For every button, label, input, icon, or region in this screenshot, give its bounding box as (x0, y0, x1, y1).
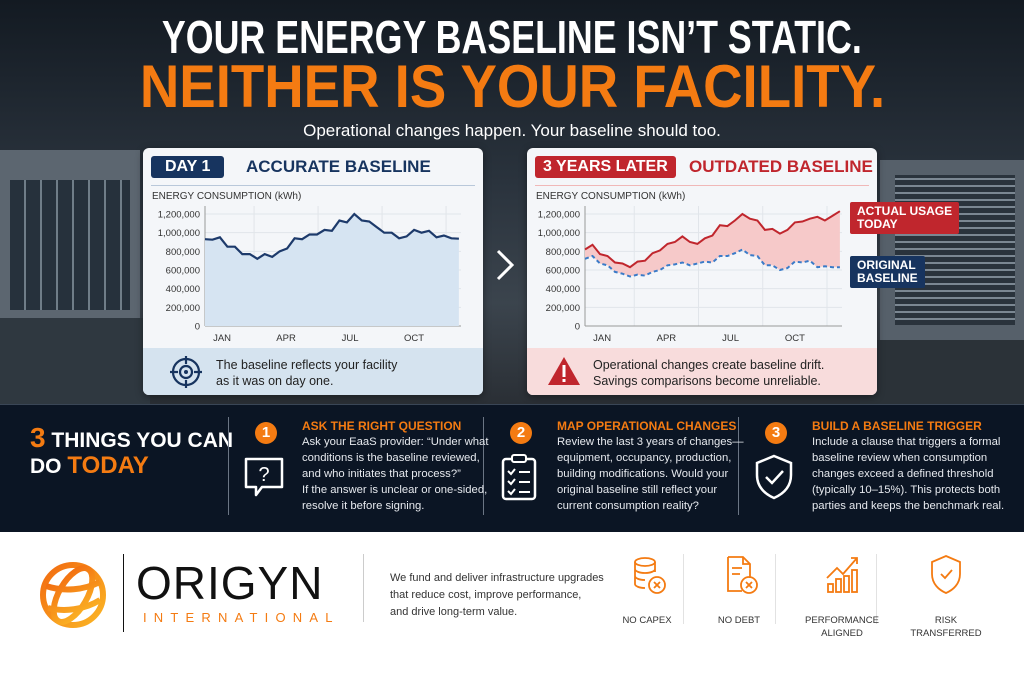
y-tick-label: 200,000 (546, 303, 580, 314)
feature-label: NO CAPEX (622, 615, 672, 626)
three-years-note: Operational changes create baseline drif… (527, 348, 877, 395)
step-title: BUILD A BASELINE TRIGGER (812, 419, 982, 433)
original-baseline-line (584, 248, 840, 278)
growth-chart-icon (826, 557, 858, 593)
target-icon (170, 356, 202, 388)
question-bubble-icon: ? (244, 457, 284, 497)
card-title: ACCURATE BASELINE (246, 157, 431, 176)
subtitle: Operational changes happen. Your baselin… (303, 121, 721, 140)
y-tick-label: 0 (195, 322, 200, 333)
three-years-badge: 3 YEARS LATER (535, 156, 676, 178)
headline-line1: YOUR ENERGY BASELINE ISN’T STATIC. (162, 11, 862, 63)
x-tick-label: APR (276, 333, 296, 344)
x-tick-label: JUL (722, 333, 739, 344)
y-axis-label: ENERGY CONSUMPTION (kWh) (536, 191, 686, 202)
logo-name: ORIGYN (136, 557, 324, 609)
headline-line2: NEITHER IS YOUR FACILITY. (139, 53, 885, 120)
y-tick-label: 600,000 (546, 266, 580, 277)
y-tick-label: 400,000 (166, 284, 200, 295)
y-tick-label: 200,000 (166, 303, 200, 314)
tagline: We fund and deliver infrastructure upgra… (390, 572, 604, 618)
footer: ORIGYN INTERNATIONAL We fund and deliver… (0, 532, 1024, 683)
feature-no-capex: NO CAPEX (608, 552, 686, 642)
step-body: Ask your EaaS provider: “Under what condi… (302, 436, 489, 512)
y-tick-label: 1,200,000 (158, 210, 200, 221)
shield-check-icon (931, 555, 961, 594)
x-tick-label: JAN (213, 333, 231, 344)
series-line (204, 212, 459, 261)
feature-performance-aligned: PERFORMANCE ALIGNED (795, 552, 889, 642)
logo-subtitle: INTERNATIONAL (143, 610, 340, 625)
warning-icon (548, 357, 580, 385)
card-title: OUTDATED BASELINE (689, 157, 873, 176)
y-tick-label: 800,000 (166, 247, 200, 258)
x-tick-label: OCT (785, 333, 805, 344)
shield-check-icon (755, 454, 793, 500)
day1-badge: DAY 1 (151, 156, 225, 178)
step-body: Review the last 3 years of changes— equip… (557, 436, 744, 512)
svg-text:?: ? (258, 464, 269, 486)
x-tick-label: JUL (342, 333, 359, 344)
band-heading: 3 THINGS YOU CAN DO TODAY (30, 422, 234, 479)
document-x-icon (727, 556, 758, 594)
x-tick-label: OCT (404, 333, 424, 344)
feature-no-debt: NO DEBT (702, 552, 776, 642)
note-text: The baseline reflects your facility as it… (216, 358, 398, 388)
feature-label: NO DEBT (717, 615, 761, 626)
day1-note: The baseline reflects your facility as it… (143, 348, 483, 395)
three-years-later-card: 3 YEARS LATER OUTDATED BASELINE ENERGY C… (527, 148, 877, 395)
y-tick-label: 600,000 (166, 266, 200, 277)
coins-x-icon (634, 557, 666, 594)
x-tick-label: APR (657, 333, 677, 344)
step-number-badge: 1 (255, 422, 277, 444)
area-fill (205, 214, 459, 326)
y-tick-label: 800,000 (546, 247, 580, 258)
feature-label: PERFORMANCE ALIGNED (805, 615, 879, 639)
step-number-badge: 2 (510, 422, 532, 444)
step-number-badge: 3 (765, 422, 787, 444)
y-tick-label: 1,000,000 (538, 228, 580, 239)
actual-usage-label: ACTUAL USAGE TODAY (850, 202, 960, 234)
three-years-chart: 0 200,000 400,000 600,000 800,000 1,000,000 1,… (538, 206, 842, 344)
y-tick-label: 0 (575, 322, 580, 333)
step-body: Include a clause that triggers a formal b… (812, 436, 1005, 512)
action-steps-band: 3 THINGS YOU CAN DO TODAY 1 ? ASK THE RIG… (0, 404, 1024, 532)
original-baseline-label: ORIGINAL BASELINE (850, 256, 925, 288)
day1-card: DAY 1 ACCURATE BASELINE ENERGY CONSUMPTI… (143, 148, 483, 395)
day1-chart: 0 200,000 400,000 600,000 800,000 1,000,000 1,… (158, 206, 461, 344)
origyn-globe-logo (40, 562, 106, 628)
step-title: MAP OPERATIONAL CHANGES (557, 419, 737, 433)
y-tick-label: 400,000 (546, 284, 580, 295)
y-axis-label: ENERGY CONSUMPTION (kWh) (152, 191, 302, 202)
y-tick-label: 1,200,000 (538, 210, 580, 221)
y-tick-label: 1,000,000 (158, 228, 200, 239)
checklist-icon (501, 454, 537, 501)
note-text: Operational changes create baseline drif… (593, 358, 825, 388)
step-title: ASK THE RIGHT QUESTION (302, 419, 462, 433)
feature-risk-transferred: RISK TRANSFERRED (902, 552, 990, 642)
x-tick-label: JAN (593, 333, 611, 344)
feature-label: RISK TRANSFERRED (910, 615, 982, 639)
drift-gap-fill (585, 211, 840, 277)
chevron-right-icon (496, 249, 515, 281)
actual-usage-line (584, 210, 841, 269)
